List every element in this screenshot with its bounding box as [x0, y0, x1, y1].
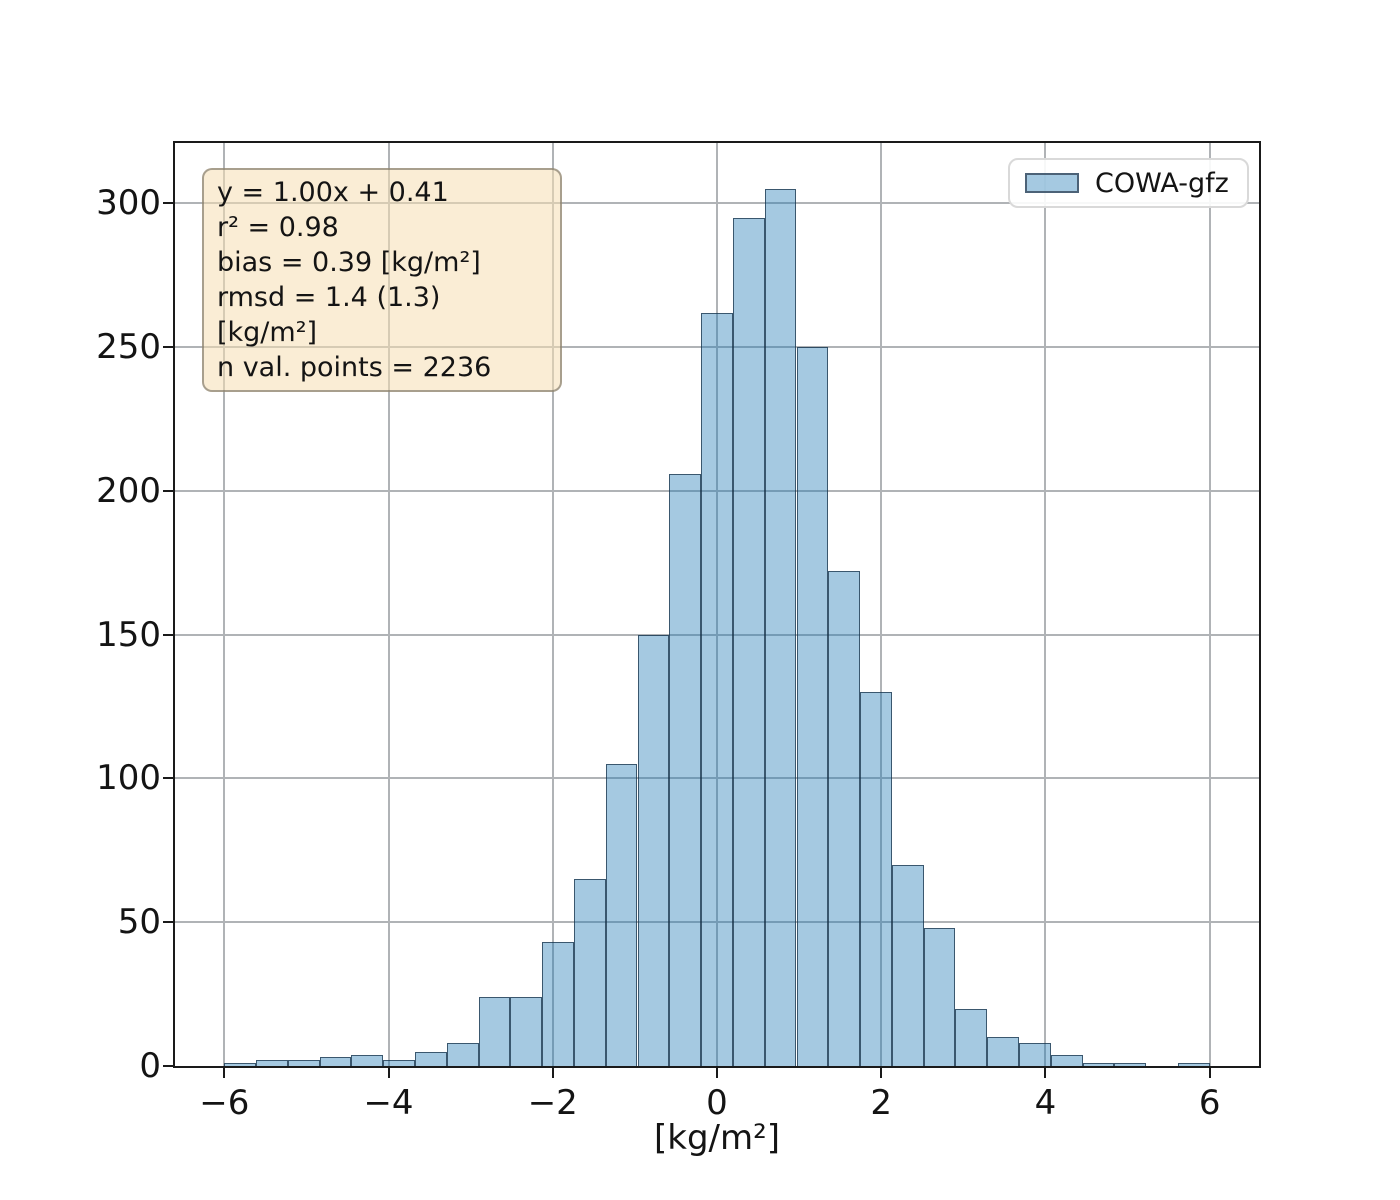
- y-tick-mark: [163, 777, 173, 780]
- x-tick-label: −6: [199, 1083, 250, 1123]
- histogram-bar: [1114, 1063, 1147, 1066]
- x-tick-label: 0: [706, 1083, 728, 1123]
- x-tick-mark: [880, 1068, 883, 1078]
- y-tick-mark: [163, 921, 173, 924]
- y-tick-label: 150: [96, 614, 161, 655]
- histogram-bar: [828, 571, 861, 1066]
- histogram-bar: [319, 1057, 352, 1066]
- stats-line-r2: r² = 0.98: [217, 212, 339, 243]
- histogram-bar: [923, 928, 956, 1066]
- histogram-bar: [542, 942, 574, 1066]
- stats-box: y = 1.00x + 0.41 r² = 0.98 bias = 0.39 […: [202, 168, 562, 392]
- legend: COWA-gfz: [1008, 158, 1249, 208]
- x-tick-label: 2: [870, 1083, 893, 1123]
- x-tick-label: 6: [1198, 1083, 1221, 1123]
- x-axis-label: [kg/m²]: [653, 1118, 780, 1158]
- x-tick-mark: [223, 1068, 226, 1078]
- x-tick-label: −2: [527, 1083, 578, 1123]
- histogram-bar: [415, 1051, 447, 1066]
- histogram-bar: [764, 189, 797, 1066]
- histogram-bar: [1177, 1063, 1210, 1066]
- y-tick-mark: [163, 489, 173, 492]
- histogram-bar: [224, 1063, 257, 1066]
- x-tick-label: 4: [1034, 1083, 1057, 1123]
- histogram-bar: [478, 997, 511, 1066]
- histogram-bar: [955, 1008, 988, 1066]
- histogram-bar: [446, 1043, 479, 1066]
- y-tick-mark: [163, 202, 173, 205]
- stats-line-bias: bias = 0.39 [kg/m²]: [217, 247, 481, 278]
- y-tick-label: 300: [96, 183, 161, 224]
- histogram-bar: [732, 217, 765, 1066]
- histogram-bar: [287, 1060, 320, 1066]
- x-gridline: [1044, 143, 1047, 1066]
- histogram-bar: [605, 764, 638, 1066]
- plot-area: [kg/m²] −6 −4 −2 0 2 4 6 0 50 100 150 200 250 300: [96, 143, 1259, 1158]
- y-tick-label: 50: [117, 902, 161, 943]
- histogram-bar: [860, 692, 892, 1066]
- histogram-bar: [987, 1037, 1019, 1066]
- x-gridline: [880, 143, 883, 1066]
- x-tick-mark: [716, 1068, 718, 1078]
- x-gridline: [716, 143, 718, 1066]
- x-gridline: [1208, 143, 1211, 1066]
- histogram-bar: [891, 864, 924, 1066]
- stats-line-npoints: n val. points = 2236: [217, 352, 492, 383]
- y-tick-mark: [163, 346, 173, 349]
- x-gridline: [387, 143, 390, 1066]
- x-tick-mark: [1044, 1068, 1047, 1078]
- x-tick-mark: [551, 1068, 554, 1078]
- histogram-bar: [573, 879, 606, 1066]
- histogram-bar: [669, 473, 702, 1066]
- histogram-bar: [1082, 1063, 1115, 1066]
- histogram-bar: [383, 1060, 416, 1066]
- x-tick-mark: [1208, 1068, 1211, 1078]
- y-tick-label: 250: [96, 327, 161, 368]
- legend-swatch-icon: [1025, 173, 1079, 193]
- x-gridline: [551, 143, 554, 1066]
- x-tick-mark: [387, 1068, 390, 1078]
- legend-label: COWA-gfz: [1095, 167, 1229, 199]
- y-tick-label: 200: [96, 470, 161, 511]
- histogram-bar: [796, 347, 829, 1066]
- histogram-bar: [351, 1054, 384, 1066]
- x-gridline: [223, 143, 226, 1066]
- y-tick-mark: [163, 1065, 173, 1067]
- histogram-bar: [1050, 1054, 1083, 1066]
- histogram-bar: [701, 312, 733, 1066]
- stats-line-rmsd: rmsd = 1.4 (1.3) [kg/m²]: [217, 282, 441, 348]
- histogram-bar: [256, 1060, 288, 1066]
- stats-line-fit: y = 1.00x + 0.41: [217, 177, 449, 208]
- y-tick-label: 100: [96, 758, 161, 799]
- histogram-bar: [637, 634, 670, 1066]
- x-tick-label: −4: [363, 1083, 414, 1123]
- y-tick-label: 0: [139, 1046, 161, 1086]
- histogram-bar: [1019, 1043, 1051, 1066]
- y-tick-mark: [163, 633, 173, 636]
- histogram-bar: [510, 997, 543, 1066]
